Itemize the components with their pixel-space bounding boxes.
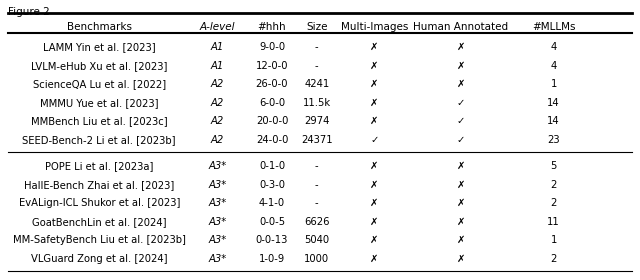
Text: ScienceQA Lu et al. [2022]: ScienceQA Lu et al. [2022] <box>33 79 166 89</box>
Text: VLGuard Zong et al. [2024]: VLGuard Zong et al. [2024] <box>31 254 168 264</box>
Text: Figure 2: Figure 2 <box>8 7 50 17</box>
Text: 5040: 5040 <box>304 235 330 245</box>
Text: 14: 14 <box>547 98 560 108</box>
Text: LVLM-eHub Xu et al. [2023]: LVLM-eHub Xu et al. [2023] <box>31 61 168 71</box>
Text: 4: 4 <box>550 61 557 71</box>
Text: 0-0-5: 0-0-5 <box>259 217 285 227</box>
Text: 6626: 6626 <box>304 217 330 227</box>
Text: A2: A2 <box>211 98 224 108</box>
Text: ✗: ✗ <box>370 79 379 89</box>
Text: ✗: ✗ <box>456 161 465 171</box>
Text: ✓: ✓ <box>456 135 465 145</box>
Text: ✗: ✗ <box>370 161 379 171</box>
Text: A1: A1 <box>211 42 224 52</box>
Text: 4: 4 <box>550 42 557 52</box>
Text: MMBench Liu et al. [2023c]: MMBench Liu et al. [2023c] <box>31 116 168 126</box>
Text: ✗: ✗ <box>370 61 379 71</box>
Text: 23: 23 <box>547 135 560 145</box>
Text: -: - <box>315 42 319 52</box>
Text: LAMM Yin et al. [2023]: LAMM Yin et al. [2023] <box>43 42 156 52</box>
Text: ✗: ✗ <box>456 254 465 264</box>
Text: 14: 14 <box>547 116 560 126</box>
Text: MM-SafetyBench Liu et al. [2023b]: MM-SafetyBench Liu et al. [2023b] <box>13 235 186 245</box>
Text: GoatBenchLin et al. [2024]: GoatBenchLin et al. [2024] <box>32 217 166 227</box>
Text: ✓: ✓ <box>456 116 465 126</box>
Text: 2: 2 <box>550 180 557 190</box>
Text: Size: Size <box>306 22 328 32</box>
Text: ✗: ✗ <box>370 217 379 227</box>
Text: 1: 1 <box>550 235 557 245</box>
Text: 2: 2 <box>550 254 557 264</box>
Text: ✗: ✗ <box>370 180 379 190</box>
Text: HallE-Bench Zhai et al. [2023]: HallE-Bench Zhai et al. [2023] <box>24 180 174 190</box>
Text: 24371: 24371 <box>301 135 333 145</box>
Text: -: - <box>315 198 319 208</box>
Text: ✗: ✗ <box>370 42 379 52</box>
Text: MMMU Yue et al. [2023]: MMMU Yue et al. [2023] <box>40 98 159 108</box>
Text: 2974: 2974 <box>304 116 330 126</box>
Text: A3*: A3* <box>209 235 227 245</box>
Text: 4-1-0: 4-1-0 <box>259 198 285 208</box>
Text: ✗: ✗ <box>370 198 379 208</box>
Text: ✗: ✗ <box>456 198 465 208</box>
Text: -: - <box>315 161 319 171</box>
Text: A3*: A3* <box>209 180 227 190</box>
Text: ✗: ✗ <box>456 235 465 245</box>
Text: 6-0-0: 6-0-0 <box>259 98 285 108</box>
Text: A-level: A-level <box>200 22 236 32</box>
Text: SEED-Bench-2 Li et al. [2023b]: SEED-Bench-2 Li et al. [2023b] <box>22 135 176 145</box>
Text: A3*: A3* <box>209 217 227 227</box>
Text: A2: A2 <box>211 79 224 89</box>
Text: 2: 2 <box>550 198 557 208</box>
Text: -: - <box>315 61 319 71</box>
Text: 1: 1 <box>550 79 557 89</box>
Text: 5: 5 <box>550 161 557 171</box>
Text: ✗: ✗ <box>456 217 465 227</box>
Text: ✗: ✗ <box>370 98 379 108</box>
Text: 26-0-0: 26-0-0 <box>256 79 288 89</box>
Text: A2: A2 <box>211 116 224 126</box>
Text: Benchmarks: Benchmarks <box>67 22 132 32</box>
Text: ✗: ✗ <box>456 180 465 190</box>
Text: POPE Li et al. [2023a]: POPE Li et al. [2023a] <box>45 161 154 171</box>
Text: 0-1-0: 0-1-0 <box>259 161 285 171</box>
Text: 1000: 1000 <box>304 254 330 264</box>
Text: 20-0-0: 20-0-0 <box>256 116 288 126</box>
Text: A3*: A3* <box>209 198 227 208</box>
Text: Human Annotated: Human Annotated <box>413 22 508 32</box>
Text: ✗: ✗ <box>456 42 465 52</box>
Text: 9-0-0: 9-0-0 <box>259 42 285 52</box>
Text: Multi-Images: Multi-Images <box>340 22 408 32</box>
Text: ✗: ✗ <box>456 61 465 71</box>
Text: 1-0-9: 1-0-9 <box>259 254 285 264</box>
Text: EvALign-ICL Shukor et al. [2023]: EvALign-ICL Shukor et al. [2023] <box>19 198 180 208</box>
Text: A3*: A3* <box>209 161 227 171</box>
Text: #MLLMs: #MLLMs <box>532 22 575 32</box>
Text: ✓: ✓ <box>456 98 465 108</box>
Text: -: - <box>315 180 319 190</box>
Text: 11: 11 <box>547 217 560 227</box>
Text: A1: A1 <box>211 61 224 71</box>
Text: ✓: ✓ <box>370 135 379 145</box>
Text: #hhh: #hhh <box>258 22 286 32</box>
Text: ✗: ✗ <box>370 116 379 126</box>
Text: ✗: ✗ <box>370 254 379 264</box>
Text: 0-3-0: 0-3-0 <box>259 180 285 190</box>
Text: A3*: A3* <box>209 254 227 264</box>
Text: ✗: ✗ <box>456 79 465 89</box>
Text: 12-0-0: 12-0-0 <box>256 61 288 71</box>
Text: 0-0-13: 0-0-13 <box>256 235 288 245</box>
Text: 11.5k: 11.5k <box>303 98 331 108</box>
Text: 4241: 4241 <box>304 79 330 89</box>
Text: ✗: ✗ <box>370 235 379 245</box>
Text: 24-0-0: 24-0-0 <box>256 135 288 145</box>
Text: A2: A2 <box>211 135 224 145</box>
